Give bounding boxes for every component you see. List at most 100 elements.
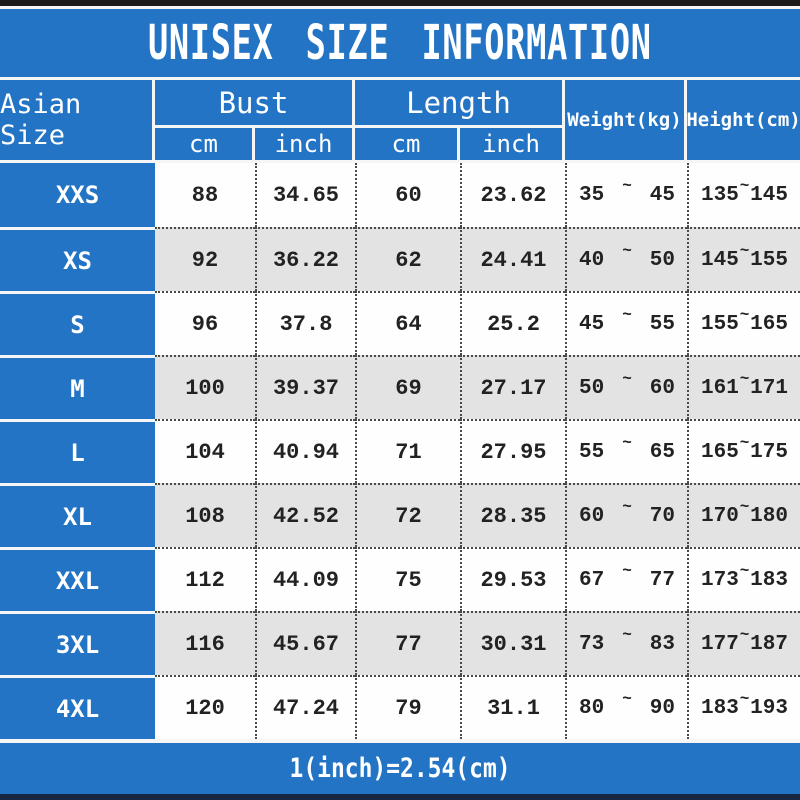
tilde-separator: ~ [622,690,632,708]
cell-weight-range: 50 ~ 60 [565,355,687,419]
cell-length-cm: 62 [355,227,460,291]
weight-max: 83 [649,632,675,656]
weight-min: 67 [579,568,605,592]
separator-line [0,77,800,80]
cell-bust-inch: 44.09 [255,547,355,611]
table-row: M 100 39.37 69 27.17 50 ~ 60 161 ~ 171 [0,355,800,419]
weight-min: 80 [579,696,605,720]
tilde-separator: ~ [739,177,750,195]
weight-min: 60 [579,504,605,528]
cell-bust-cm: 112 [155,547,255,611]
cell-height-range: 135 ~ 145 [687,163,800,227]
cell-bust-cm: 88 [155,163,255,227]
height-min: 161 [701,376,739,400]
header-bust-cm: cm [155,125,255,160]
cell-weight-range: 35 ~ 45 [565,163,687,227]
cell-length-inch: 30.31 [460,611,565,675]
size-label: L [0,419,155,483]
cell-weight-range: 73 ~ 83 [565,611,687,675]
cell-length-cm: 79 [355,675,460,739]
header-weight: Weight(kg) [565,80,687,160]
weight-min: 35 [579,183,605,207]
height-min: 183 [701,696,739,720]
height-max: 180 [750,504,788,528]
height-max: 175 [750,440,788,464]
table-header: Asian Size Bust Length Weight(kg) Height… [0,80,800,163]
table-row: L 104 40.94 71 27.95 55 ~ 65 165 ~ 175 [0,419,800,483]
top-black-bar [0,0,800,6]
cell-length-cm: 77 [355,611,460,675]
weight-min: 40 [579,248,605,272]
tilde-separator: ~ [622,562,632,580]
cell-bust-cm: 108 [155,483,255,547]
cell-height-range: 165 ~ 175 [687,419,800,483]
cell-weight-range: 80 ~ 90 [565,675,687,739]
tilde-separator: ~ [622,370,632,388]
cell-bust-inch: 34.65 [255,163,355,227]
tilde-separator: ~ [622,434,632,452]
header-length-cm: cm [355,125,460,160]
weight-max: 50 [649,248,675,272]
header-bust-group: Bust [155,80,355,125]
cell-bust-cm: 116 [155,611,255,675]
cell-weight-range: 55 ~ 65 [565,419,687,483]
table-row: XXL 112 44.09 75 29.53 67 ~ 77 173 ~ 183 [0,547,800,611]
cell-height-range: 177 ~ 187 [687,611,800,675]
tilde-separator: ~ [622,242,632,260]
weight-max: 70 [649,504,675,528]
height-min: 165 [701,440,739,464]
cell-bust-inch: 39.37 [255,355,355,419]
cell-height-range: 161 ~ 171 [687,355,800,419]
cell-length-cm: 64 [355,291,460,355]
height-max: 183 [750,568,788,592]
size-label: XL [0,483,155,547]
height-max: 165 [750,312,788,336]
cell-length-inch: 27.95 [460,419,565,483]
table-row: S 96 37.8 64 25.2 45 ~ 55 155 ~ 165 [0,291,800,355]
weight-max: 45 [649,183,675,207]
cell-weight-range: 45 ~ 55 [565,291,687,355]
height-min: 145 [701,248,739,272]
size-label: XS [0,227,155,291]
cell-bust-cm: 120 [155,675,255,739]
size-label: S [0,291,155,355]
cell-length-inch: 25.2 [460,291,565,355]
cell-bust-cm: 96 [155,291,255,355]
cell-length-inch: 24.41 [460,227,565,291]
weight-max: 55 [649,312,675,336]
cell-length-inch: 28.35 [460,483,565,547]
size-label: M [0,355,155,419]
tilde-separator: ~ [622,498,632,516]
header-length-inch: inch [460,125,565,160]
height-max: 145 [750,183,788,207]
table-row: XS 92 36.22 62 24.41 40 ~ 50 145 ~ 155 [0,227,800,291]
size-label: 4XL [0,675,155,739]
header-bust-inch: inch [255,125,355,160]
cell-length-cm: 60 [355,163,460,227]
cell-height-range: 173 ~ 183 [687,547,800,611]
tilde-separator: ~ [739,242,750,260]
weight-min: 50 [579,376,605,400]
cell-length-cm: 72 [355,483,460,547]
separator-line [0,6,800,9]
cell-bust-inch: 37.8 [255,291,355,355]
footer-banner: 1(inch)=2.54(cm) [0,743,800,794]
size-label: XXS [0,163,155,227]
title-banner: UNISEX SIZE INFORMATION [0,9,800,77]
cell-height-range: 183 ~ 193 [687,675,800,739]
header-asian-size: Asian Size [0,80,155,160]
tilde-separator: ~ [739,370,750,388]
height-max: 155 [750,248,788,272]
height-min: 170 [701,504,739,528]
cell-bust-cm: 100 [155,355,255,419]
cell-length-inch: 29.53 [460,547,565,611]
weight-max: 77 [649,568,675,592]
cell-length-inch: 23.62 [460,163,565,227]
conversion-note: 1(inch)=2.54(cm) [289,753,511,784]
weight-min: 73 [579,632,605,656]
tilde-separator: ~ [622,177,632,195]
cell-length-cm: 71 [355,419,460,483]
table-row: XL 108 42.52 72 28.35 60 ~ 70 170 ~ 180 [0,483,800,547]
table-row: 4XL 120 47.24 79 31.1 80 ~ 90 183 ~ 193 [0,675,800,739]
height-min: 177 [701,632,739,656]
